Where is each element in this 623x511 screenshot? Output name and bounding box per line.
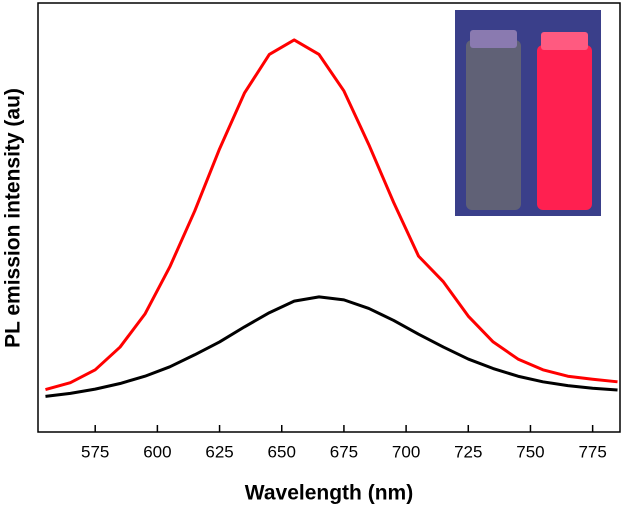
x-tick-label: 750 [516,442,544,461]
x-tick-label: 650 [268,442,296,461]
x-tick-label: 700 [392,442,420,461]
x-tick-label: 625 [205,442,233,461]
x-tick-label: 600 [143,442,171,461]
plot-frame [37,2,621,433]
x-tick-label: 575 [81,442,109,461]
x-tick-label: 725 [454,442,482,461]
inset-photo [455,10,601,216]
x-axis-title: Wavelength (nm) [245,482,413,505]
x-tick-label: 775 [578,442,606,461]
data-line [45,295,618,398]
data-line [45,38,618,391]
x-tick-label: 675 [330,442,358,461]
y-axis-title: PL emission intensity (au) [2,88,25,348]
